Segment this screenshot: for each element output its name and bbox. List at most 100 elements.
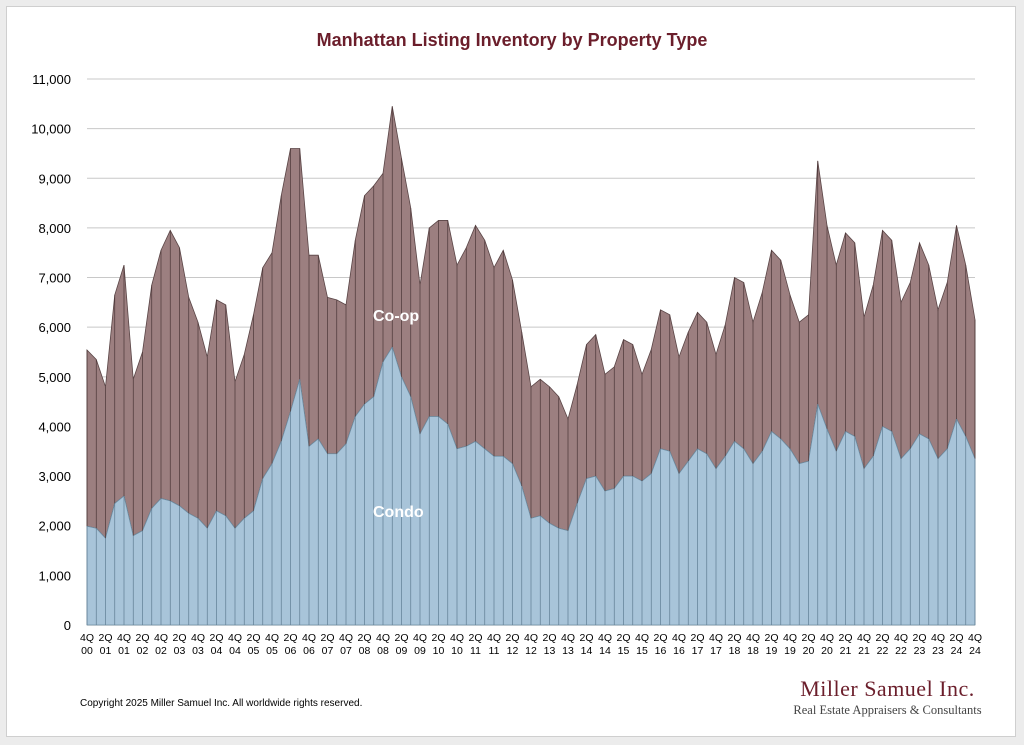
x-tick-year: 18 bbox=[729, 645, 741, 657]
y-tick-label: 3,000 bbox=[38, 469, 71, 484]
y-tick-label: 9,000 bbox=[38, 171, 71, 186]
x-tick-year: 04 bbox=[229, 645, 241, 657]
x-tick-quarter: 4Q bbox=[376, 632, 390, 644]
x-tick-quarter: 2Q bbox=[616, 632, 630, 644]
x-tick-quarter: 4Q bbox=[413, 632, 427, 644]
x-tick-quarter: 4Q bbox=[820, 632, 834, 644]
x-tick-quarter: 4Q bbox=[894, 632, 908, 644]
x-tick-quarter: 4Q bbox=[302, 632, 316, 644]
x-tick-year: 19 bbox=[766, 645, 778, 657]
x-tick-quarter: 2Q bbox=[912, 632, 926, 644]
x-tick-year: 22 bbox=[895, 645, 907, 657]
x-tick-year: 16 bbox=[655, 645, 667, 657]
x-tick-quarter: 2Q bbox=[172, 632, 186, 644]
x-tick-year: 03 bbox=[192, 645, 204, 657]
x-tick-year: 12 bbox=[525, 645, 537, 657]
x-tick-quarter: 2Q bbox=[431, 632, 445, 644]
x-tick-quarter: 2Q bbox=[764, 632, 778, 644]
x-tick-quarter: 4Q bbox=[561, 632, 575, 644]
x-tick-year: 17 bbox=[692, 645, 704, 657]
x-tick-year: 15 bbox=[618, 645, 630, 657]
x-tick-year: 10 bbox=[433, 645, 445, 657]
x-tick-quarter: 4Q bbox=[524, 632, 538, 644]
x-tick-year: 05 bbox=[248, 645, 260, 657]
x-tick-quarter: 2Q bbox=[468, 632, 482, 644]
coop-series-label: Co-op bbox=[373, 308, 419, 325]
x-tick-quarter: 4Q bbox=[117, 632, 131, 644]
y-tick-label: 8,000 bbox=[38, 221, 71, 236]
x-tick-quarter: 4Q bbox=[968, 632, 982, 644]
x-tick-quarter: 2Q bbox=[357, 632, 371, 644]
series-labels: Co-op Condo bbox=[373, 308, 424, 521]
brand-logo: Miller Samuel Inc. Real Estate Appraiser… bbox=[780, 676, 995, 718]
x-tick-year: 15 bbox=[636, 645, 648, 657]
x-tick-year: 24 bbox=[969, 645, 981, 657]
x-tick-year: 09 bbox=[396, 645, 408, 657]
y-tick-label: 2,000 bbox=[38, 519, 71, 534]
x-tick-quarter: 2Q bbox=[690, 632, 704, 644]
x-tick-quarter: 4Q bbox=[709, 632, 723, 644]
x-tick-quarter: 2Q bbox=[653, 632, 667, 644]
y-tick-label: 6,000 bbox=[38, 320, 71, 335]
x-tick-quarter: 2Q bbox=[320, 632, 334, 644]
x-tick-year: 07 bbox=[340, 645, 352, 657]
x-tick-quarter: 2Q bbox=[209, 632, 223, 644]
x-tick-year: 06 bbox=[303, 645, 315, 657]
x-tick-quarter: 2Q bbox=[949, 632, 963, 644]
x-tick-year: 00 bbox=[81, 645, 93, 657]
x-tick-year: 18 bbox=[747, 645, 759, 657]
x-tick-quarter: 2Q bbox=[579, 632, 593, 644]
x-tick-quarter: 4Q bbox=[228, 632, 242, 644]
x-tick-quarter: 4Q bbox=[598, 632, 612, 644]
x-tick-year: 09 bbox=[414, 645, 426, 657]
y-tick-label: 4,000 bbox=[38, 419, 71, 434]
x-tick-year: 20 bbox=[803, 645, 815, 657]
x-tick-year: 23 bbox=[932, 645, 944, 657]
x-tick-quarter: 4Q bbox=[191, 632, 205, 644]
x-tick-quarter: 2Q bbox=[875, 632, 889, 644]
x-tick-year: 11 bbox=[470, 645, 481, 657]
x-tick-year: 06 bbox=[285, 645, 297, 657]
x-tick-quarter: 2Q bbox=[727, 632, 741, 644]
x-tick-quarter: 4Q bbox=[487, 632, 501, 644]
x-tick-year: 11 bbox=[489, 645, 500, 657]
x-tick-quarter: 4Q bbox=[80, 632, 94, 644]
x-tick-year: 19 bbox=[784, 645, 796, 657]
x-tick-quarter: 2Q bbox=[838, 632, 852, 644]
x-axis-ticks: 4Q002Q014Q012Q024Q022Q034Q032Q044Q042Q05… bbox=[80, 632, 982, 657]
x-tick-quarter: 4Q bbox=[339, 632, 353, 644]
y-tick-label: 0 bbox=[64, 618, 71, 633]
x-tick-year: 21 bbox=[840, 645, 852, 657]
x-tick-quarter: 4Q bbox=[672, 632, 686, 644]
x-tick-year: 02 bbox=[155, 645, 167, 657]
x-tick-year: 20 bbox=[821, 645, 833, 657]
y-axis-ticks: 0 1,000 2,000 3,000 4,000 5,000 6,000 7,000 8,00… bbox=[31, 72, 71, 633]
x-tick-quarter: 4Q bbox=[450, 632, 464, 644]
x-tick-year: 12 bbox=[507, 645, 519, 657]
x-tick-quarter: 2Q bbox=[394, 632, 408, 644]
brand-name: Miller Samuel Inc. bbox=[800, 676, 975, 701]
x-tick-year: 05 bbox=[266, 645, 278, 657]
x-tick-quarter: 4Q bbox=[746, 632, 760, 644]
x-tick-year: 14 bbox=[599, 645, 611, 657]
x-tick-quarter: 4Q bbox=[931, 632, 945, 644]
x-tick-quarter: 2Q bbox=[505, 632, 519, 644]
x-tick-year: 01 bbox=[118, 645, 130, 657]
condo-series-label: Condo bbox=[373, 504, 424, 521]
x-tick-quarter: 2Q bbox=[246, 632, 260, 644]
x-tick-quarter: 4Q bbox=[783, 632, 797, 644]
x-tick-year: 07 bbox=[322, 645, 334, 657]
x-tick-year: 03 bbox=[174, 645, 186, 657]
x-tick-quarter: 4Q bbox=[635, 632, 649, 644]
x-tick-year: 23 bbox=[914, 645, 926, 657]
x-tick-quarter: 2Q bbox=[135, 632, 149, 644]
x-tick-year: 01 bbox=[100, 645, 112, 657]
copyright-notice: Copyright 2025 Miller Samuel Inc. All wo… bbox=[80, 698, 363, 709]
brand-tagline: Real Estate Appraisers & Consultants bbox=[793, 703, 982, 717]
x-tick-year: 04 bbox=[211, 645, 223, 657]
x-tick-year: 02 bbox=[137, 645, 149, 657]
x-tick-quarter: 2Q bbox=[98, 632, 112, 644]
y-tick-label: 7,000 bbox=[38, 271, 71, 286]
x-tick-year: 08 bbox=[359, 645, 371, 657]
